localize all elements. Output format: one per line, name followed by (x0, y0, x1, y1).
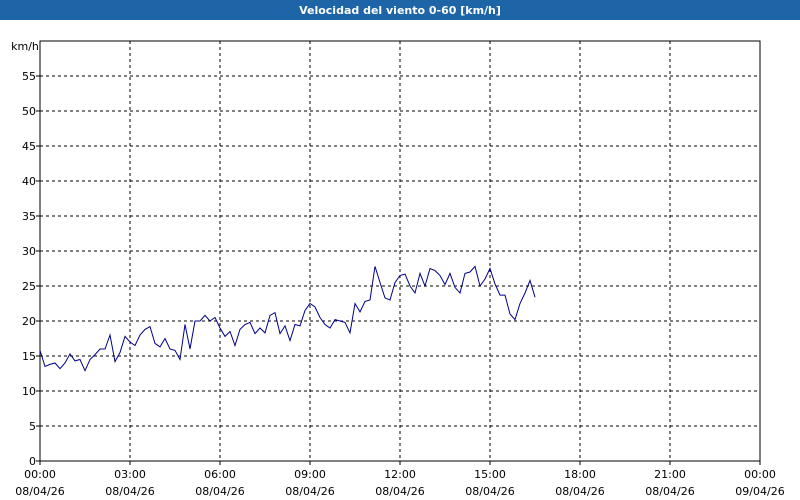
x-tick-label: 09:00 (294, 468, 326, 481)
x-tick-label: 00:00 (744, 468, 776, 481)
y-tick-label: 10 (22, 385, 36, 398)
x-tick-date: 08/04/26 (105, 485, 154, 498)
chart-title: Velocidad del viento 0-60 [km/h] (299, 4, 501, 17)
x-tick-label: 15:00 (474, 468, 506, 481)
y-tick-label: 45 (22, 140, 36, 153)
x-tick-date: 08/04/26 (15, 485, 64, 498)
x-tick-label: 21:00 (654, 468, 686, 481)
x-tick-date: 08/04/26 (285, 485, 334, 498)
title-bar (0, 0, 800, 20)
x-tick-date: 09/04/26 (735, 485, 784, 498)
x-tick-label: 18:00 (564, 468, 596, 481)
x-tick-label: 00:00 (24, 468, 56, 481)
y-tick-label: 15 (22, 350, 36, 363)
y-tick-label: 50 (22, 105, 36, 118)
y-tick-label: 5 (29, 420, 36, 433)
x-tick-date: 08/04/26 (645, 485, 694, 498)
x-tick-label: 03:00 (114, 468, 146, 481)
y-tick-label: 25 (22, 280, 36, 293)
data-line (39, 265, 536, 372)
y-tick-label: 0 (29, 455, 36, 468)
x-tick-label: 06:00 (204, 468, 236, 481)
y-tick-label: 35 (22, 210, 36, 223)
y-tick-label: 40 (22, 175, 36, 188)
x-tick-date: 08/04/26 (195, 485, 244, 498)
x-tick-date: 08/04/26 (375, 485, 424, 498)
y-unit: km/h (11, 40, 39, 53)
y-tick-label: 55 (22, 70, 36, 83)
y-tick-label: 30 (22, 245, 36, 258)
x-tick-label: 12:00 (384, 468, 416, 481)
x-tick-date: 08/04/26 (465, 485, 514, 498)
x-tick-date: 08/04/26 (555, 485, 604, 498)
y-tick-label: 20 (22, 315, 36, 328)
